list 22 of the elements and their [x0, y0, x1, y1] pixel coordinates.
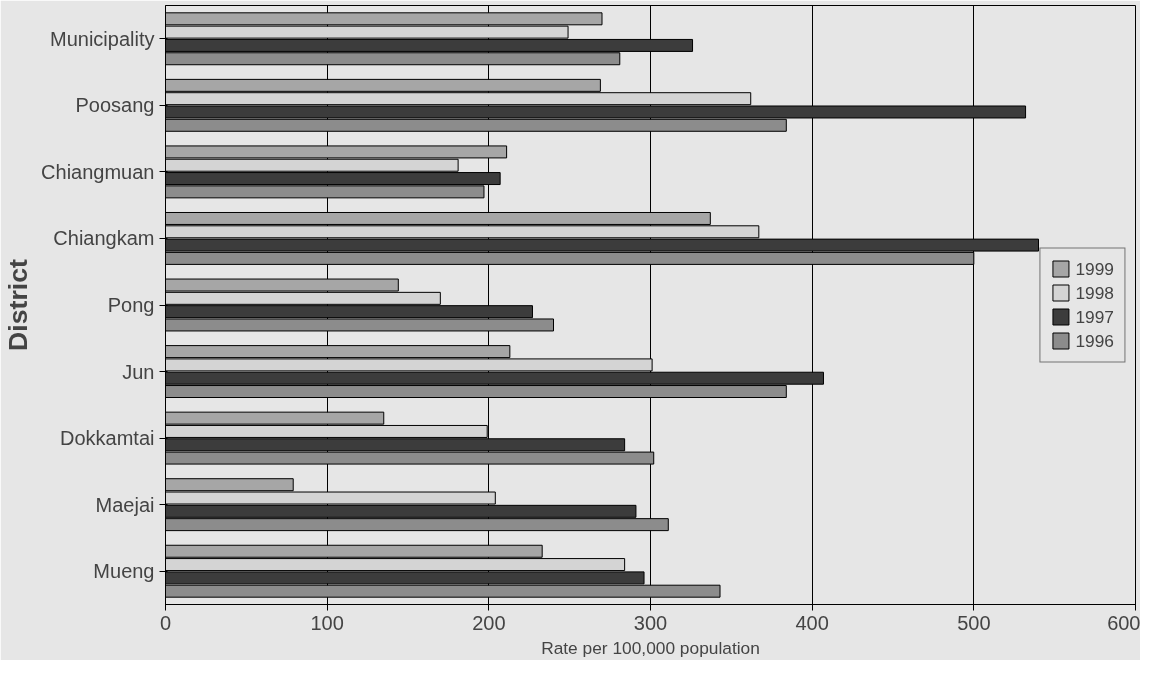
y-axis-title: District [3, 258, 34, 351]
y-tick-label: Mueng [93, 560, 155, 583]
legend-label: 1997 [1075, 306, 1114, 327]
y-tick-label: Chiangmuan [41, 160, 155, 183]
y-tick-label: Poosang [75, 94, 155, 117]
legend-label: 1998 [1075, 282, 1114, 303]
x-tick-label: 500 [957, 611, 991, 634]
y-tick-label: Dokkamtai [60, 427, 155, 450]
x-tick-label: 100 [310, 611, 344, 634]
y-tick-label: Chiangkam [53, 227, 155, 250]
x-axis-title: Rate per 100,000 population [541, 637, 760, 658]
y-tick-label: Jun [122, 360, 155, 383]
x-tick-label: 300 [633, 611, 668, 634]
y-tick-label: Pong [107, 294, 155, 316]
legend-label: 1999 [1075, 258, 1114, 279]
x-tick-label: 600 [1107, 611, 1141, 634]
x-tick-label: 0 [159, 611, 172, 634]
legend-label: 1996 [1075, 330, 1114, 351]
x-tick-label: 200 [472, 611, 506, 634]
y-tick-label: Maejai [95, 493, 155, 516]
y-tick-label: Municipality [50, 27, 155, 50]
x-tick-label: 400 [795, 611, 829, 634]
